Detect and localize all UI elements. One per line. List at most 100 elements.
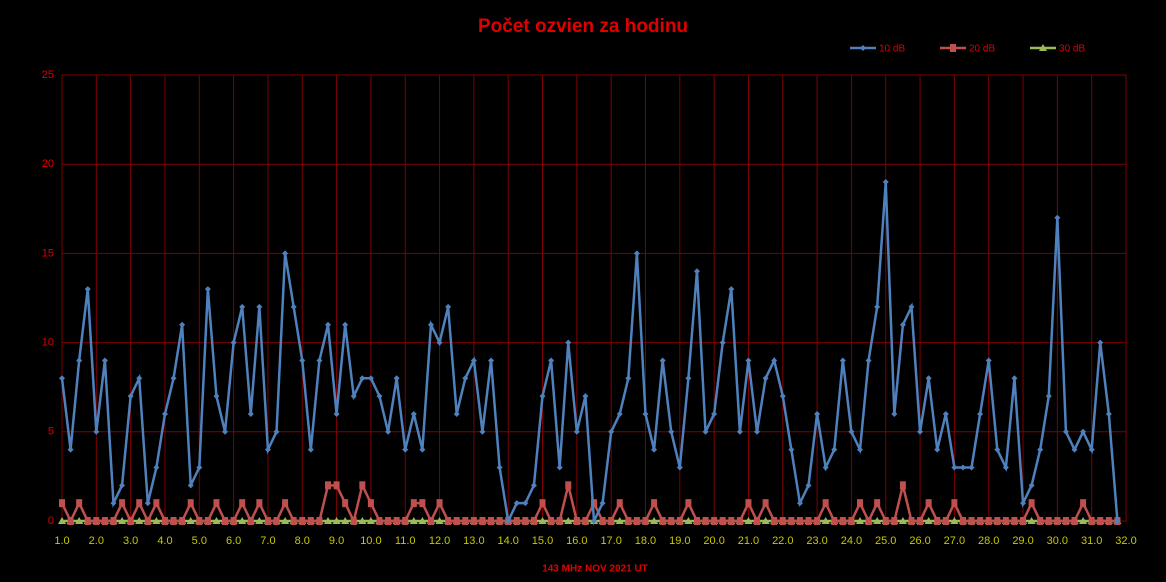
marker <box>119 499 126 508</box>
marker <box>899 481 906 490</box>
marker <box>1037 517 1044 525</box>
marker <box>1088 446 1095 453</box>
marker <box>445 517 452 525</box>
marker <box>711 517 718 525</box>
marker <box>204 286 211 293</box>
legend-marker <box>950 44 956 52</box>
marker <box>659 517 666 525</box>
y-tick-label: 0 <box>48 515 54 527</box>
marker <box>865 357 872 364</box>
marker <box>865 517 872 525</box>
marker <box>307 446 314 453</box>
marker <box>805 517 812 525</box>
marker <box>616 499 623 508</box>
marker <box>728 517 735 525</box>
marker <box>325 321 331 328</box>
marker <box>530 517 537 525</box>
marker <box>342 321 349 328</box>
marker <box>256 303 263 310</box>
marker <box>1002 464 1009 471</box>
marker <box>333 410 340 417</box>
marker <box>857 446 863 453</box>
marker <box>144 517 151 525</box>
marker <box>1020 517 1027 525</box>
marker <box>409 517 418 524</box>
marker <box>1028 499 1035 508</box>
x-tick-label: 18.0 <box>635 535 656 547</box>
marker <box>994 446 1001 453</box>
marker <box>685 499 692 508</box>
x-tick-label: 22.0 <box>772 535 793 547</box>
marker <box>402 517 409 525</box>
marker <box>959 517 966 525</box>
marker <box>462 375 469 382</box>
x-tick-label: 14.0 <box>497 535 518 547</box>
marker <box>642 517 649 525</box>
y-tick-label: 15 <box>42 247 54 259</box>
marker <box>212 517 221 524</box>
marker <box>136 499 143 508</box>
marker <box>522 517 529 525</box>
marker <box>161 410 168 417</box>
marker <box>1105 410 1112 417</box>
x-tick-label: 17.0 <box>600 535 621 547</box>
marker <box>1105 517 1112 525</box>
marker <box>668 428 675 435</box>
marker <box>230 517 237 525</box>
marker <box>625 375 632 382</box>
x-tick-label: 6.0 <box>226 535 241 547</box>
marker <box>668 517 675 525</box>
marker <box>1097 339 1104 346</box>
marker <box>719 517 726 525</box>
marker <box>385 517 392 525</box>
y-tick-label: 25 <box>42 69 54 81</box>
marker <box>977 517 984 525</box>
x-tick-label: 29.0 <box>1012 535 1033 547</box>
marker <box>736 428 743 435</box>
marker <box>951 499 958 508</box>
marker <box>282 499 289 508</box>
marker <box>891 517 898 525</box>
marker <box>564 517 573 524</box>
marker <box>891 410 898 417</box>
marker <box>745 357 752 364</box>
marker <box>685 375 692 382</box>
marker <box>822 464 829 471</box>
x-tick-label: 1.0 <box>54 535 69 547</box>
marker <box>101 517 108 525</box>
marker <box>324 517 332 524</box>
marker <box>736 517 743 525</box>
marker <box>994 517 1001 525</box>
marker <box>75 517 84 524</box>
marker <box>290 303 297 310</box>
marker <box>745 499 752 508</box>
marker <box>821 517 830 524</box>
marker <box>814 517 821 525</box>
x-tick-label: 5.0 <box>192 535 207 547</box>
marker <box>144 500 151 507</box>
marker <box>556 464 563 471</box>
y-tick-label: 10 <box>42 337 54 349</box>
marker <box>341 517 350 524</box>
marker <box>977 410 984 417</box>
marker <box>796 500 803 507</box>
marker <box>719 339 726 346</box>
marker <box>565 481 572 490</box>
marker <box>402 446 409 453</box>
marker <box>771 357 778 364</box>
marker <box>539 499 546 508</box>
marker <box>238 517 247 524</box>
marker <box>470 517 477 525</box>
marker <box>350 517 357 525</box>
marker <box>1020 500 1027 507</box>
marker <box>1079 517 1088 524</box>
marker <box>1088 517 1095 525</box>
marker <box>633 517 640 525</box>
x-tick-label: 9.0 <box>329 535 344 547</box>
marker <box>711 410 718 417</box>
marker <box>1114 518 1121 524</box>
x-tick-label: 13.0 <box>463 535 484 547</box>
x-tick-label: 32.0 <box>1115 535 1136 547</box>
marker <box>93 517 100 525</box>
marker <box>410 499 417 508</box>
